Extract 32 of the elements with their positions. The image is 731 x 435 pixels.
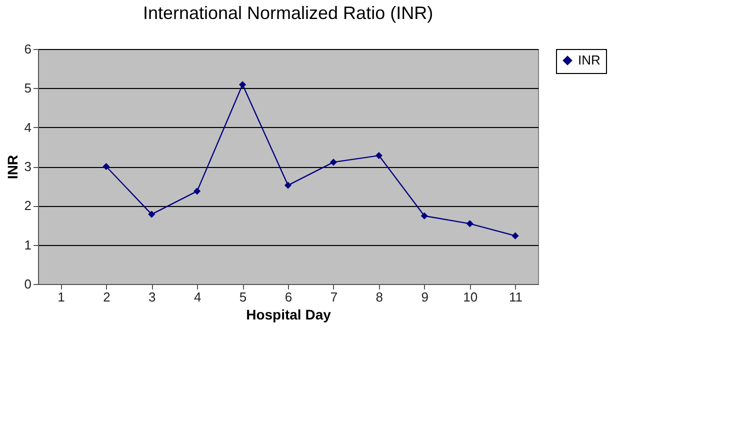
y-tick-label: 6	[24, 42, 32, 56]
x-tick-label: 10	[463, 290, 478, 304]
point	[102, 162, 110, 170]
point	[239, 81, 246, 88]
point	[466, 220, 474, 228]
y-tick-label: 5	[24, 80, 32, 96]
point	[512, 232, 519, 240]
y-tick-label: 3	[24, 159, 32, 174]
legend-label: INR	[578, 52, 600, 68]
chart-title: International Normalized Ratio (INR)	[142, 3, 434, 23]
x-tick-label: 11	[509, 290, 523, 304]
x-tick-label: 6	[284, 290, 292, 304]
point	[284, 182, 292, 189]
x-tick-label: 3	[148, 290, 156, 304]
y-tick-label: 4	[24, 120, 32, 135]
x-tick-label: 9	[421, 290, 428, 304]
x-tick-label: 5	[239, 290, 247, 304]
y-axis-title: INR	[4, 154, 20, 180]
y-tick-label: 1	[24, 237, 32, 252]
point	[420, 212, 428, 220]
x-tick-label: 8	[376, 290, 384, 304]
x-tick-label: 4	[194, 290, 202, 304]
y-tick-label: 2	[24, 198, 32, 214]
x-tick-label: 1	[58, 290, 65, 304]
point	[330, 158, 337, 166]
y-tick-label: 0	[24, 276, 32, 292]
x-axis-title: Hospital Day	[246, 306, 332, 322]
point	[375, 152, 382, 160]
point	[194, 188, 201, 195]
point	[148, 210, 156, 218]
x-tick-label: 2	[103, 290, 110, 304]
x-tick-label: 7	[330, 290, 338, 304]
